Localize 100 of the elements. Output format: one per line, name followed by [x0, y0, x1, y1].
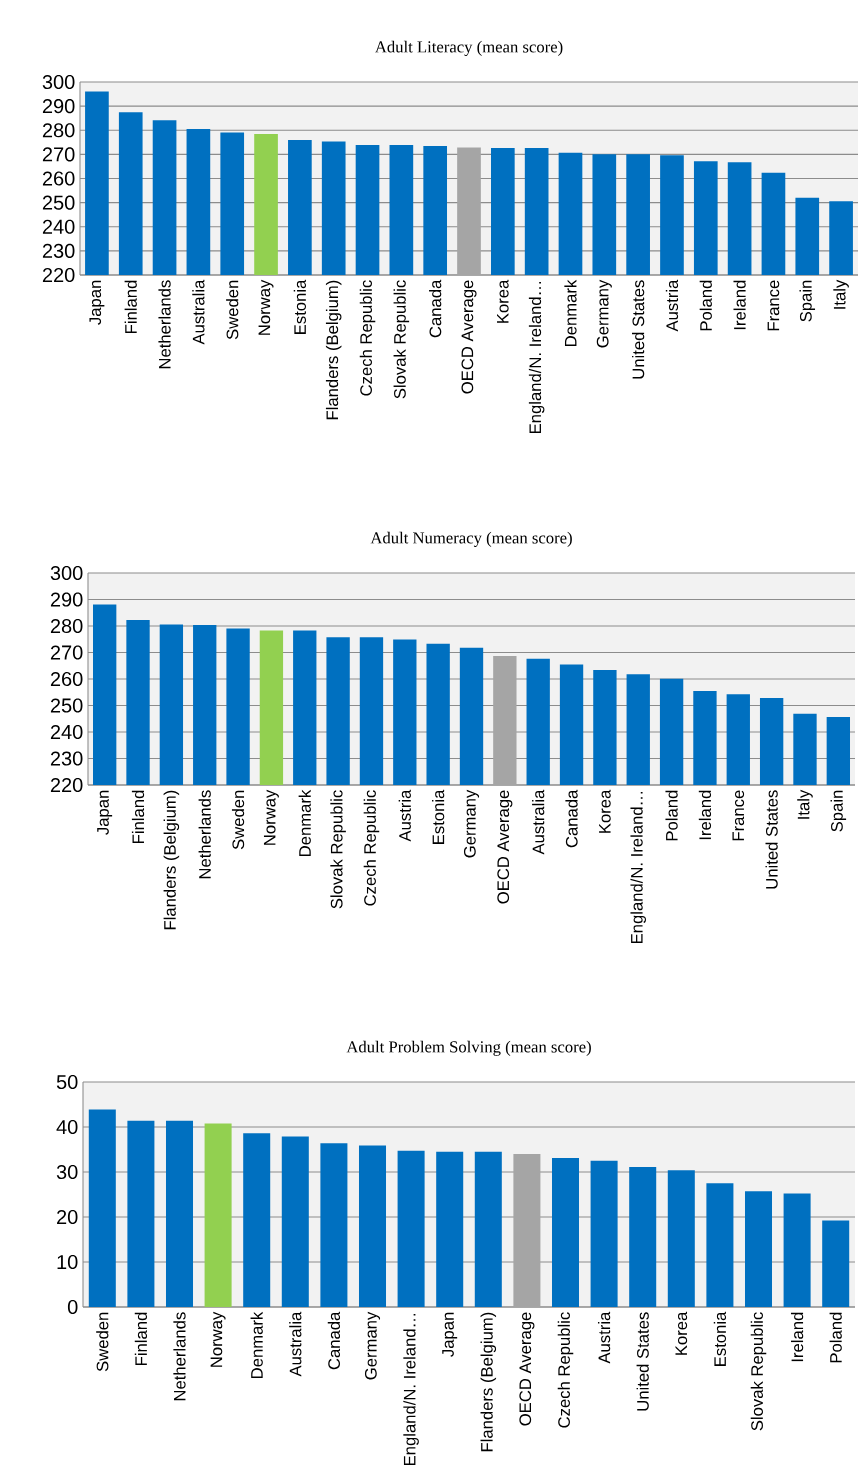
bar	[204, 1123, 232, 1307]
x-tick-label: United States	[632, 280, 645, 379]
y-tick-label: 220	[42, 267, 75, 283]
x-tick-label: Germany	[596, 279, 612, 348]
x-tick-label: France	[732, 790, 745, 841]
x-tick-label: England/N. Ireland…	[630, 792, 646, 944]
x-tick-label: Denmark	[298, 789, 311, 856]
y-tick-label: 240	[42, 219, 75, 234]
x-tick-label: Poland	[829, 1312, 842, 1363]
y-tick-label: 300	[50, 565, 83, 581]
bar	[551, 1158, 580, 1307]
y-tick-label: 270	[50, 645, 83, 660]
bar	[243, 1133, 271, 1307]
x-tick-label: Japan	[442, 1312, 458, 1357]
x-tick-label: Estonia	[293, 279, 306, 334]
y-tick-label: 280	[42, 123, 75, 138]
bar	[474, 1151, 502, 1307]
x-tick-label: Austria	[398, 789, 411, 842]
x-tick-label: Slovak Republic	[393, 280, 410, 399]
bar	[436, 1151, 464, 1307]
x-tick-label: Slovak Republic	[330, 790, 346, 909]
bar	[783, 1193, 811, 1307]
y-tick-label: 280	[50, 618, 83, 634]
x-tick-label: Korea	[675, 1311, 688, 1355]
x-tick-label: Sweden	[226, 280, 239, 340]
bar	[629, 1167, 657, 1307]
bar	[744, 1191, 773, 1307]
x-tick-label: Estonia	[713, 1311, 727, 1366]
x-tick-label: Canada	[429, 279, 442, 338]
chart-title: Adult Numeracy (mean score)	[370, 531, 572, 547]
x-tick-label: Netherlands	[158, 280, 171, 369]
x-tick-label: Australia	[532, 789, 545, 855]
x-tick-label: OECD Average	[497, 790, 513, 904]
x-tick-label: Japan	[89, 280, 105, 325]
bar	[706, 1183, 734, 1307]
x-tick-label: Australia	[289, 1311, 302, 1377]
chart-title: Adult Literacy (mean score)	[375, 40, 563, 56]
bar	[397, 1150, 425, 1307]
bar	[281, 1136, 309, 1307]
bar	[822, 1220, 850, 1307]
x-tick-label: Denmark	[250, 1311, 263, 1378]
bar	[165, 1120, 194, 1307]
x-tick-label: Poland	[699, 280, 712, 331]
y-tick-label: 40	[56, 1119, 78, 1135]
y-tick-label: 20	[57, 1209, 78, 1225]
x-tick-label: Czech Republic	[363, 790, 380, 906]
x-tick-label: Slovak Republic	[750, 1312, 767, 1431]
y-tick-label: 0	[67, 1299, 78, 1315]
x-tick-label: OECD Average	[519, 1312, 535, 1426]
bar	[590, 1160, 618, 1307]
x-tick-label: Poland	[665, 790, 678, 841]
y-tick-label: 240	[50, 724, 83, 740]
bar	[88, 1109, 116, 1307]
bar	[320, 1143, 348, 1307]
bar	[667, 1170, 695, 1307]
x-tick-label: Germany	[463, 789, 480, 858]
y-tick-label: 250	[50, 698, 83, 713]
y-tick-label: 220	[50, 777, 83, 793]
y-tick-label: 50	[56, 1074, 78, 1090]
x-tick-label: Flanders (Belgium)	[163, 790, 180, 930]
x-tick-label: Austria	[597, 1311, 611, 1364]
x-tick-label: Norway	[258, 279, 274, 335]
x-tick-label: France	[767, 280, 780, 331]
y-tick-label: 10	[57, 1254, 78, 1270]
x-tick-label: Denmark	[564, 279, 577, 346]
x-tick-label: Netherlands	[198, 790, 211, 879]
x-tick-label: Finland	[131, 790, 145, 844]
x-tick-label: Sweden	[231, 790, 245, 850]
x-tick-label: Canada	[565, 789, 578, 848]
x-tick-label: Italy	[797, 789, 813, 819]
x-tick-label: Flanders (Belgium)	[480, 1312, 497, 1452]
x-tick-label: Ireland	[698, 790, 712, 840]
x-tick-label: Sweden	[96, 1312, 109, 1372]
x-tick-label: England/N. Ireland…	[528, 282, 545, 434]
x-tick-label: Ireland	[790, 1312, 804, 1362]
y-tick-label: 250	[42, 195, 75, 210]
bar	[358, 1145, 387, 1307]
x-tick-label: Australia	[192, 279, 205, 345]
x-tick-label: Ireland	[733, 280, 746, 330]
x-tick-label: United States	[636, 1312, 649, 1411]
x-tick-label: Korea	[599, 789, 611, 833]
x-tick-label: Norway	[263, 789, 279, 845]
x-tick-label: Spain	[799, 280, 816, 322]
y-tick-label: 230	[50, 751, 83, 766]
y-tick-label: 300	[42, 74, 75, 90]
x-tick-label: Czech Republic	[359, 280, 376, 396]
x-tick-label: Flanders (Belgium)	[325, 280, 342, 420]
bar	[127, 1120, 155, 1307]
x-tick-label: Austria	[665, 279, 679, 332]
y-tick-label: 260	[42, 171, 75, 186]
chart-title: Adult Problem Solving (mean score)	[346, 1040, 591, 1056]
x-tick-label: England/N. Ireland…	[403, 1314, 419, 1466]
x-tick-label: Estonia	[432, 789, 445, 844]
x-tick-label: Norway	[210, 1311, 226, 1367]
y-tick-label: 230	[42, 243, 75, 258]
y-tick-label: 260	[50, 671, 83, 687]
bar	[513, 1154, 541, 1307]
x-tick-label: Canada	[327, 1311, 341, 1370]
x-tick-label: Netherlands	[173, 1312, 186, 1401]
x-tick-label: Finland	[134, 1312, 148, 1366]
